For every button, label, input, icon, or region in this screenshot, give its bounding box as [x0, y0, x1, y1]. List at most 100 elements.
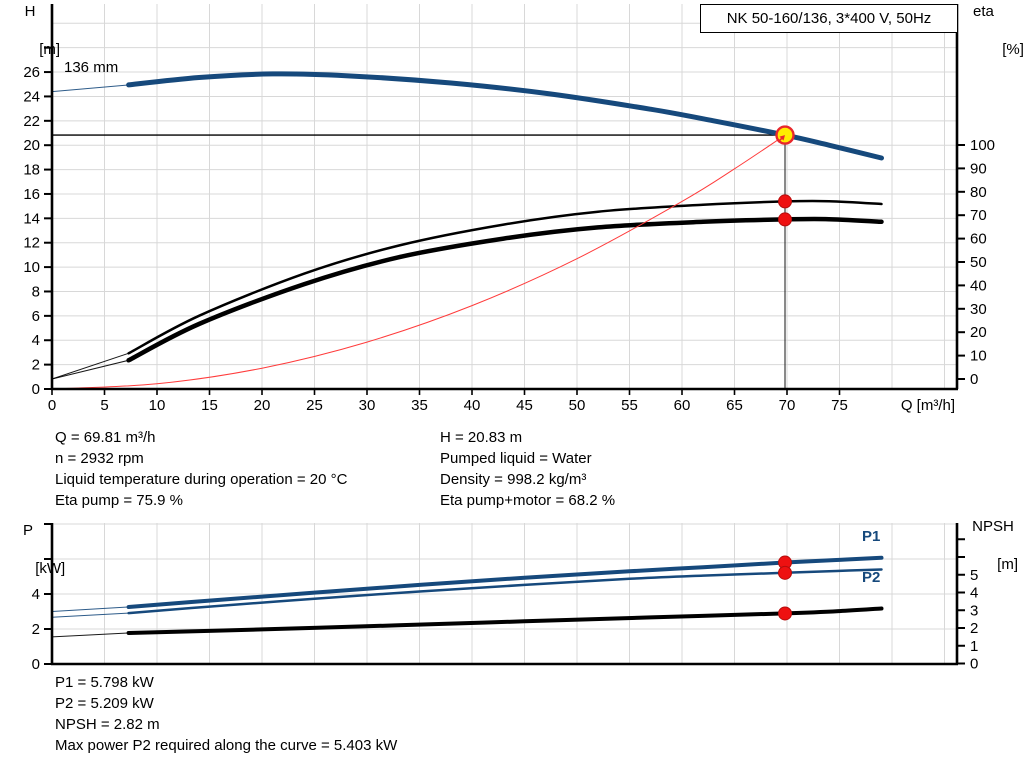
tick-label: 25	[306, 397, 323, 414]
tick-label: 70	[970, 207, 987, 224]
tick-label: 4	[970, 585, 978, 602]
tick-label: 16	[23, 186, 40, 203]
duty-info-right: H = 20.83 m Pumped liquid = Water Densit…	[440, 427, 615, 511]
info-liquid-temp: Liquid temperature during operation = 20…	[55, 471, 348, 488]
tick-label: 30	[359, 397, 376, 414]
eta-pump-motor-curve	[126, 216, 884, 363]
eta-pump-motor-curve-lead	[51, 359, 129, 380]
info-eta-pump: Eta pump = 75.9 %	[55, 492, 183, 509]
tick-label: 50	[569, 397, 586, 414]
tick-label: 22	[23, 113, 40, 130]
info-p2: P2 = 5.209 kW	[55, 695, 154, 712]
tick-label: 35	[411, 397, 428, 414]
p-axis-label-symbol: P	[22, 522, 33, 539]
tick-label: 60	[674, 397, 691, 414]
npsh-curve-lead	[51, 632, 129, 638]
tick-label: 0	[970, 371, 978, 388]
tick-label: 2	[32, 357, 40, 374]
p1-curve-label: P1	[862, 528, 881, 545]
tick-label: 8	[32, 283, 40, 300]
tick-label: 65	[726, 397, 743, 414]
tick-label: 60	[970, 231, 987, 248]
impeller-size-label: 136 mm	[64, 59, 119, 76]
h-axis-label-symbol: H	[24, 3, 36, 20]
info-npsh: NPSH = 2.82 m	[55, 716, 160, 733]
tick-label: 26	[23, 64, 40, 81]
tick-label: 70	[779, 397, 796, 414]
tick-label: 0	[48, 397, 56, 414]
tick-label: 10	[970, 348, 987, 365]
tick-label: 55	[621, 397, 638, 414]
tick-label: 90	[970, 160, 987, 177]
system-curve	[51, 134, 786, 390]
p1-curve	[126, 555, 884, 609]
npsh-axis-label-symbol: NPSH	[972, 518, 1014, 535]
tick-label: 4	[32, 332, 40, 349]
tick-label: 14	[23, 210, 40, 227]
npsh-duty-marker	[778, 606, 793, 621]
h-axis-label-unit: [m]	[39, 41, 61, 58]
eta-axis-label-unit: [%]	[1002, 41, 1024, 58]
tick-label: 0	[32, 656, 40, 673]
duty-info-left: Q = 69.81 m³/h n = 2932 rpm Liquid tempe…	[55, 427, 347, 511]
tick-label: 45	[516, 397, 533, 414]
tick-label: 40	[464, 397, 481, 414]
p-axis-label-unit: [kW]	[35, 560, 66, 577]
eta-axis-label-symbol: eta	[973, 3, 994, 20]
eta-axis-label: eta [%]	[973, 2, 1024, 59]
tick-label: 24	[23, 88, 40, 105]
tick-label: 12	[23, 235, 40, 252]
h-axis-label: H [m]	[10, 2, 60, 59]
info-pumped-liquid: Pumped liquid = Water	[440, 450, 592, 467]
tick-label: 20	[254, 397, 271, 414]
eta-pump-duty-marker	[778, 194, 793, 209]
tick-label: 18	[23, 162, 40, 179]
tick-label: 5	[970, 567, 978, 584]
tick-label: 5	[100, 397, 108, 414]
tick-label: 0	[970, 656, 978, 673]
npsh-axis-label-unit: [m]	[997, 556, 1019, 573]
p1-curve-lead	[51, 606, 129, 612]
info-speed: n = 2932 rpm	[55, 450, 144, 467]
eta-pump-curve	[127, 199, 883, 355]
eta-pump-curve-lead	[51, 352, 129, 380]
q-axis-label: Q [m³/h]	[900, 397, 955, 414]
power-npsh-info: P1 = 5.798 kW P2 = 5.209 kW NPSH = 2.82 …	[55, 672, 397, 756]
p2-curve	[127, 568, 883, 615]
eta-pump-motor-duty-marker	[778, 212, 793, 227]
tick-label: 80	[970, 184, 987, 201]
pump-title-box: NK 50-160/136, 3*400 V, 50Hz	[700, 4, 958, 33]
npsh-axis-label: NPSH [m]	[962, 517, 1024, 574]
p-axis-label: P [kW]	[6, 521, 65, 578]
tick-label: 10	[149, 397, 166, 414]
head-curve-136mm-lead	[51, 84, 129, 93]
tick-label: 4	[32, 586, 40, 603]
info-eta-pump-motor: Eta pump+motor = 68.2 %	[440, 492, 616, 509]
info-max-p2: Max power P2 required along the curve = …	[55, 737, 398, 754]
tick-label: 15	[201, 397, 218, 414]
tick-label: 75	[831, 397, 848, 414]
tick-label: 20	[23, 137, 40, 154]
tick-label: 10	[23, 259, 40, 276]
tick-label: 1	[970, 638, 978, 655]
tick-label: 6	[32, 308, 40, 325]
tick-label: 20	[970, 324, 987, 341]
tick-label: 2	[32, 621, 40, 638]
info-head: H = 20.83 m	[440, 429, 523, 446]
npsh-curve	[126, 606, 884, 635]
tick-label: 30	[970, 301, 987, 318]
tick-label: 100	[970, 137, 995, 154]
info-density: Density = 998.2 kg/m³	[440, 471, 587, 488]
info-p1: P1 = 5.798 kW	[55, 674, 154, 691]
p2-duty-marker	[778, 565, 793, 580]
tick-label: 3	[970, 602, 978, 619]
info-q: Q = 69.81 m³/h	[55, 429, 156, 446]
tick-label: 0	[32, 381, 40, 398]
p2-curve-lead	[51, 612, 129, 618]
tick-label: 2	[970, 620, 978, 637]
duty-arrow-head	[779, 135, 786, 141]
tick-label: 50	[970, 254, 987, 271]
p2-curve-label: P2	[862, 569, 881, 586]
